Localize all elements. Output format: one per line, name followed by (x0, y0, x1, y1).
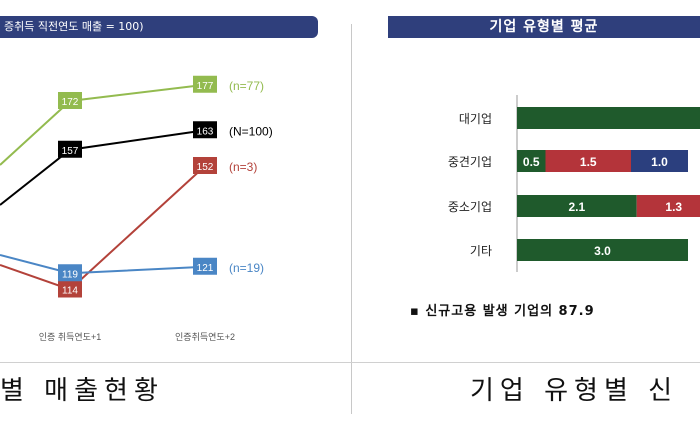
legend-label: (n=77) (229, 79, 264, 93)
bar-value-label: 1.0 (651, 155, 668, 169)
bar-value-label: 1.3 (665, 200, 682, 214)
right-chart-header: 기업 유형별 평균 (388, 16, 700, 38)
bar-segment (517, 239, 688, 261)
data-label: 119 (62, 269, 78, 280)
left-caption: 별 매출현황 (0, 376, 164, 406)
category-label: 기타 (470, 244, 492, 258)
legend-label: (n=3) (229, 160, 257, 174)
data-point-box (193, 157, 217, 174)
caption-row (0, 362, 700, 413)
category-label: 대기업 (459, 112, 492, 126)
bar-segment (631, 150, 688, 172)
bar-segment (517, 195, 637, 217)
category-label: 중소기업 (448, 200, 492, 214)
footnote: ▪ 신규고용 발생 기업의 87.9 (410, 304, 595, 319)
bar-value-label: 0.5 (523, 155, 540, 169)
data-point-box (58, 140, 82, 158)
line-chart: 172 177 (n=77) 157 163 (N=100) 114 152 (n=3) 119 1… (0, 75, 273, 342)
data-point-box (193, 75, 217, 93)
data-label: 177 (197, 81, 214, 92)
bar-segment (517, 150, 546, 172)
data-label: 163 (197, 126, 214, 137)
bar-value-label: 2.1 (569, 200, 586, 214)
data-label: 152 (197, 162, 214, 173)
x-tick-label: 인증취득연도+2 (175, 332, 235, 342)
data-label: 157 (62, 146, 79, 157)
panel-divider (351, 24, 352, 414)
bar-segment (517, 107, 700, 129)
left-chart-header: 증취득 직전연도 매출 = 100) (0, 16, 318, 38)
bar-value-label: 1.5 (580, 155, 597, 169)
right-caption: 기업 유형별 신 (470, 376, 679, 406)
data-point-box (193, 257, 217, 275)
legend-label: (N=100) (229, 124, 273, 138)
data-point-box (58, 280, 82, 298)
bar-segment (545, 150, 631, 172)
data-label: 121 (197, 263, 214, 274)
data-point-box (58, 92, 82, 109)
legend-label: (n=19) (229, 261, 264, 275)
data-point-box (58, 264, 82, 282)
category-label: 중견기업 (448, 155, 492, 169)
bar-value-label: 3.0 (594, 244, 611, 258)
data-label: 114 (62, 286, 78, 297)
bar-segment (636, 195, 700, 217)
data-label: 172 (62, 97, 79, 108)
data-point-box (193, 121, 217, 139)
x-tick-label: 인증 취득연도+1 (39, 332, 101, 342)
